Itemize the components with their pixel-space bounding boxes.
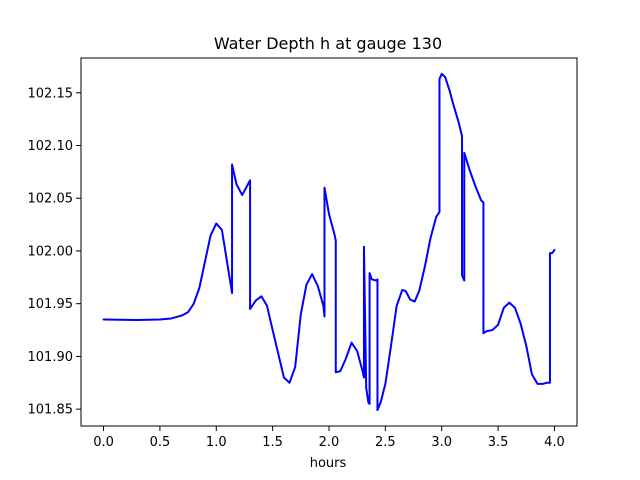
y-tick-label: 101.85	[28, 403, 74, 418]
x-tick-label: 3.5	[488, 435, 509, 450]
y-tick-label: 102.10	[28, 139, 74, 154]
x-tick-label: 4.0	[544, 435, 565, 450]
x-axis-ticks: 0.0 0.5 1.0 1.5 2.0 2.5 3.0 3.5 4.0	[93, 426, 565, 450]
y-tick-label: 101.95	[28, 297, 74, 312]
x-tick-label: 1.0	[206, 435, 227, 450]
y-tick-label: 102.15	[28, 86, 74, 101]
y-axis-ticks: 101.85 101.90 101.95 102.00 102.05 102.10 102.…	[28, 86, 81, 418]
x-tick-label: 0.5	[150, 435, 171, 450]
water-depth-series-line	[102, 72, 556, 412]
x-tick-label: 0.0	[93, 435, 114, 450]
x-axis-label: hours	[310, 456, 347, 471]
y-tick-label: 101.90	[28, 350, 74, 365]
chart-title: Water Depth h at gauge 130	[214, 34, 442, 53]
plot-frame	[80, 57, 578, 427]
x-tick-label: 2.0	[319, 435, 340, 450]
x-tick-label: 2.5	[375, 435, 396, 450]
y-tick-label: 102.05	[28, 192, 74, 207]
x-tick-label: 1.5	[262, 435, 283, 450]
y-tick-label: 102.00	[28, 244, 74, 259]
x-tick-label: 3.0	[431, 435, 452, 450]
